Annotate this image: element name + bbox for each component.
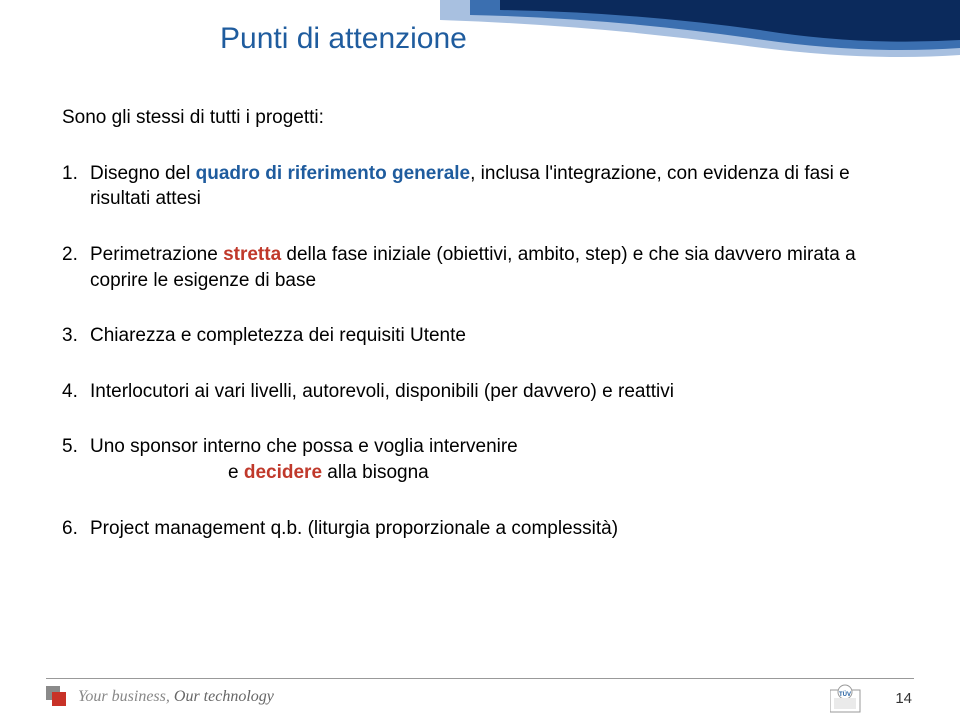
item-text: Chiarezza e completezza dei requisiti Ut…	[90, 323, 892, 349]
item-number: 5.	[62, 434, 90, 485]
item-text-line2: e decidere alla bisogna	[90, 460, 892, 486]
text-run: alla bisogna	[322, 462, 429, 483]
text-run: Uno sponsor interno che possa e voglia i…	[90, 436, 518, 457]
header-swoosh	[440, 0, 960, 70]
intro-text: Sono gli stessi di tutti i progetti:	[62, 105, 892, 131]
list-item: 5.Uno sponsor interno che possa e voglia…	[62, 434, 892, 485]
text-run: Project management q.b. (liturgia propor…	[90, 518, 618, 539]
item-number: 3.	[62, 323, 90, 349]
footer-logo-square-icon	[46, 686, 68, 708]
text-run: quadro di riferimento generale	[196, 163, 471, 184]
item-number: 2.	[62, 242, 90, 293]
item-number: 4.	[62, 379, 90, 405]
text-run: Interlocutori ai vari livelli, autorevol…	[90, 381, 674, 402]
text-run: Chiarezza e completezza dei requisiti Ut…	[90, 325, 466, 346]
item-text: Uno sponsor interno che possa e voglia i…	[90, 434, 892, 485]
list-item: 4.Interlocutori ai vari livelli, autorev…	[62, 379, 892, 405]
svg-text:TÜV: TÜV	[839, 691, 851, 698]
list-item: 1.Disegno del quadro di riferimento gene…	[62, 161, 892, 212]
text-run: e	[228, 462, 244, 483]
item-number: 6.	[62, 516, 90, 542]
list-item: 3.Chiarezza e completezza dei requisiti …	[62, 323, 892, 349]
text-run: stretta	[223, 244, 281, 265]
item-text: Perimetrazione stretta della fase inizia…	[90, 242, 892, 293]
item-text: Disegno del quadro di riferimento genera…	[90, 161, 892, 212]
item-number: 1.	[62, 161, 90, 212]
tagline-part-2: Our technology	[170, 688, 274, 705]
slide-content: Sono gli stessi di tutti i progetti: 1.D…	[62, 105, 892, 571]
text-run: Disegno del	[90, 163, 196, 184]
list-item: 2.Perimetrazione stretta della fase iniz…	[62, 242, 892, 293]
tuv-logo-icon: TÜV	[830, 684, 874, 714]
text-run: Perimetrazione	[90, 244, 223, 265]
item-text: Interlocutori ai vari livelli, autorevol…	[90, 379, 892, 405]
slide-title: Punti di attenzione	[220, 22, 467, 56]
text-run: decidere	[244, 462, 322, 483]
list-item: 6.Project management q.b. (liturgia prop…	[62, 516, 892, 542]
footer: Your business, Our technology TÜV 14	[0, 678, 960, 723]
footer-tagline: Your business, Our technology	[78, 688, 274, 706]
tagline-part-1: Your business,	[78, 688, 170, 705]
page-number: 14	[895, 690, 912, 707]
item-text: Project management q.b. (liturgia propor…	[90, 516, 892, 542]
footer-divider	[46, 678, 914, 679]
